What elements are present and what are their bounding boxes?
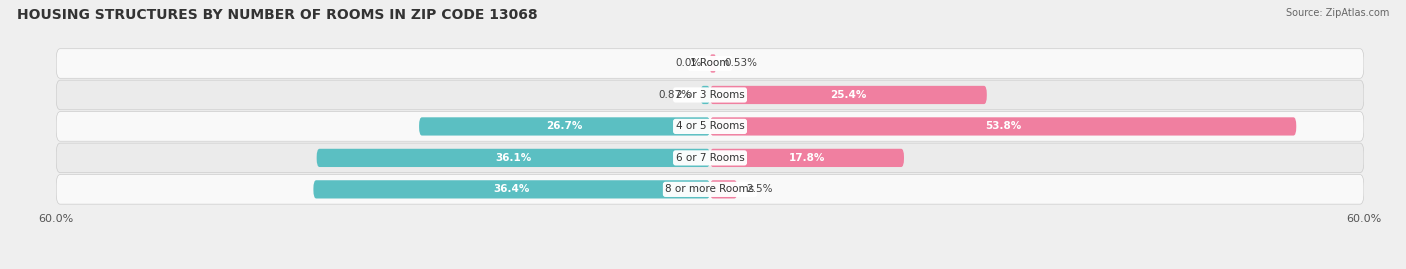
Text: HOUSING STRUCTURES BY NUMBER OF ROOMS IN ZIP CODE 13068: HOUSING STRUCTURES BY NUMBER OF ROOMS IN… — [17, 8, 537, 22]
FancyBboxPatch shape — [314, 180, 710, 199]
FancyBboxPatch shape — [710, 86, 987, 104]
Text: 0.0%: 0.0% — [675, 58, 702, 69]
Text: 2 or 3 Rooms: 2 or 3 Rooms — [676, 90, 744, 100]
Text: 8 or more Rooms: 8 or more Rooms — [665, 184, 755, 194]
FancyBboxPatch shape — [56, 80, 1364, 110]
FancyBboxPatch shape — [419, 117, 710, 136]
FancyBboxPatch shape — [56, 143, 1364, 173]
Text: 0.53%: 0.53% — [724, 58, 758, 69]
Text: 36.4%: 36.4% — [494, 184, 530, 194]
Text: 17.8%: 17.8% — [789, 153, 825, 163]
Text: 4 or 5 Rooms: 4 or 5 Rooms — [676, 121, 744, 132]
FancyBboxPatch shape — [56, 112, 1364, 141]
Text: Source: ZipAtlas.com: Source: ZipAtlas.com — [1285, 8, 1389, 18]
FancyBboxPatch shape — [710, 117, 1296, 136]
Text: 1 Room: 1 Room — [690, 58, 730, 69]
Text: 53.8%: 53.8% — [986, 121, 1021, 132]
Text: 25.4%: 25.4% — [830, 90, 866, 100]
FancyBboxPatch shape — [710, 54, 716, 73]
FancyBboxPatch shape — [710, 149, 904, 167]
FancyBboxPatch shape — [710, 180, 737, 199]
FancyBboxPatch shape — [56, 175, 1364, 204]
Text: 0.87%: 0.87% — [659, 90, 692, 100]
FancyBboxPatch shape — [56, 49, 1364, 78]
Text: 6 or 7 Rooms: 6 or 7 Rooms — [676, 153, 744, 163]
FancyBboxPatch shape — [700, 86, 710, 104]
Text: 36.1%: 36.1% — [495, 153, 531, 163]
Text: 26.7%: 26.7% — [547, 121, 582, 132]
FancyBboxPatch shape — [316, 149, 710, 167]
Text: 2.5%: 2.5% — [747, 184, 772, 194]
